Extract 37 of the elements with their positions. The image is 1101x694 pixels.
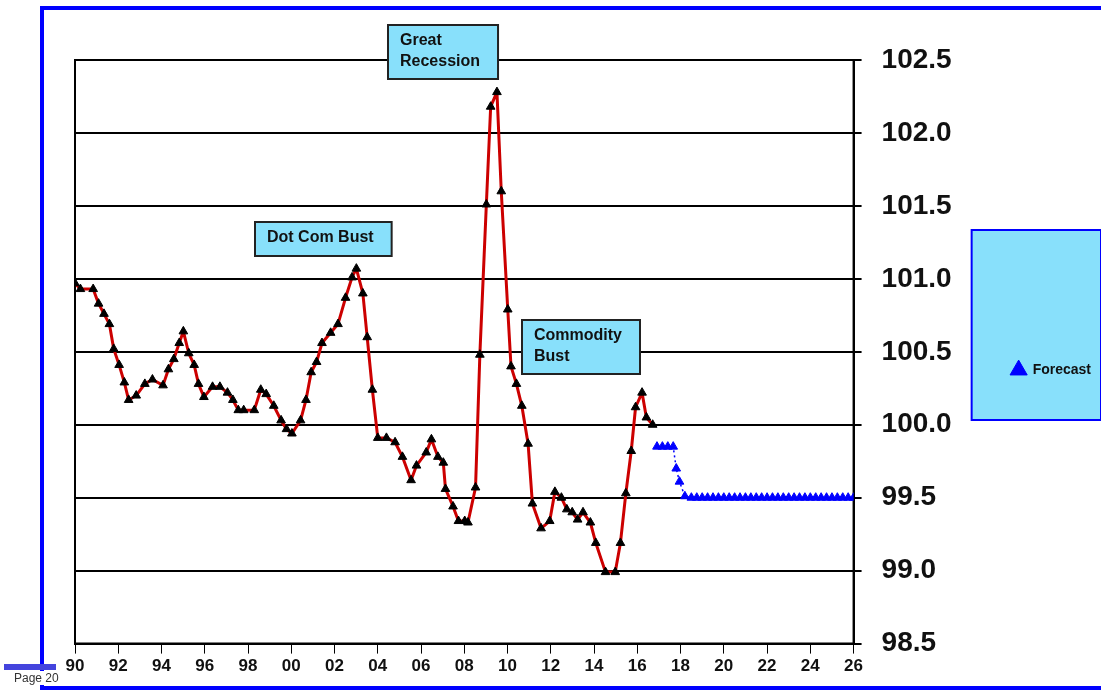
y-tick-label: 98.5 xyxy=(881,626,937,658)
x-tick-label: 06 xyxy=(411,656,431,676)
annotation: Commodity Bust xyxy=(534,326,623,365)
y-tick-label: 100.0 xyxy=(881,407,952,439)
x-tick-label: 04 xyxy=(368,656,388,676)
x-tick-label: 96 xyxy=(195,656,215,676)
x-tick-label: 14 xyxy=(584,656,605,676)
point xyxy=(680,490,690,500)
y-tick-label: 102.5 xyxy=(881,42,952,74)
x-tick-label: 24 xyxy=(800,656,821,676)
x-tick-label: 10 xyxy=(498,656,517,676)
y-tick-label: 101.0 xyxy=(881,261,952,293)
x-tick-label: 98 xyxy=(238,656,258,676)
legend-label: Forecast xyxy=(1032,360,1092,377)
y-tick-label: 102.0 xyxy=(881,115,952,147)
annotation: Dot Com Bust xyxy=(267,228,375,246)
y-tick-label: 100.5 xyxy=(881,334,952,366)
x-tick-label: 08 xyxy=(454,656,474,676)
x-tick-label: 20 xyxy=(714,656,734,676)
annotation: Great Recession xyxy=(400,31,481,70)
point xyxy=(671,463,682,472)
x-tick-label: 90 xyxy=(65,656,85,676)
x-tick-label: 16 xyxy=(627,656,647,676)
x-tick-label: 92 xyxy=(108,656,128,676)
y-tick-label: 101.5 xyxy=(881,188,952,220)
y-tick-label: 99.0 xyxy=(881,553,937,585)
x-tick-label: 26 xyxy=(844,656,864,676)
point xyxy=(674,476,685,485)
x-tick-label: 22 xyxy=(757,656,777,676)
x-tick-label: 02 xyxy=(325,656,344,676)
x-tick-label: 12 xyxy=(541,656,561,676)
point xyxy=(668,441,679,450)
x-tick-label: 00 xyxy=(281,656,301,676)
text: Page 20 xyxy=(12,671,61,685)
x-tick-label: 94 xyxy=(152,656,172,676)
x-tick-label: 18 xyxy=(671,656,691,676)
y-tick-label: 99.5 xyxy=(881,480,937,512)
